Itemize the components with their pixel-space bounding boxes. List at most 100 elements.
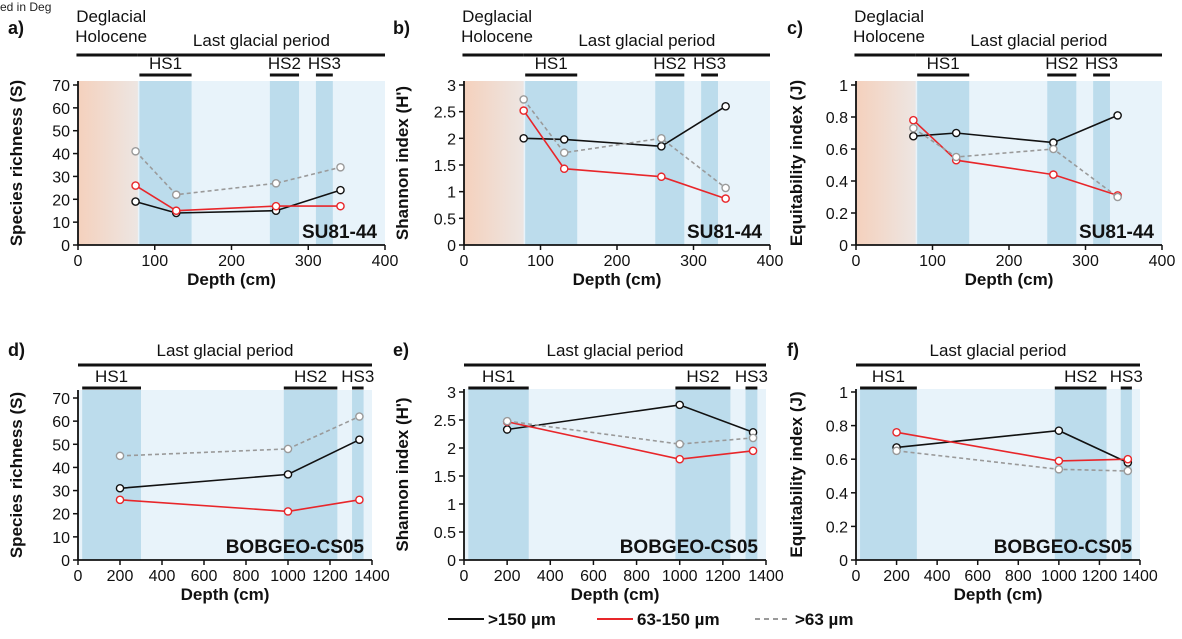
x-tick-label: 200 [604, 253, 631, 270]
x-axis-title: Depth (cm) [187, 270, 276, 289]
x-tick-label: 0 [74, 568, 83, 585]
data-point [909, 115, 918, 125]
hs-label-hs3: HS3 [1110, 367, 1143, 386]
hs-band-hs1 [860, 389, 917, 560]
hs-band-hs3 [352, 390, 364, 560]
x-tick-label: 400 [149, 568, 176, 585]
data-point [271, 178, 281, 188]
legend-label-1: 63-150 µm [637, 610, 720, 629]
legend-label-2: >63 µm [795, 610, 853, 629]
x-tick-label: 200 [218, 253, 245, 270]
data-point [1123, 466, 1133, 476]
y-tick-label: 2.5 [434, 105, 456, 122]
data-point [336, 185, 345, 195]
core-label: SU81-44 [302, 222, 377, 243]
y-tick-label: 3 [447, 78, 456, 95]
x-tick-label: 100 [527, 253, 554, 270]
data-point [721, 102, 730, 111]
hs-band-hs3 [315, 81, 333, 245]
data-point [675, 400, 685, 410]
holocene-band [856, 81, 916, 245]
hs-label-hs3: HS3 [308, 54, 341, 73]
hs-band-hs1 [139, 81, 192, 245]
x-tick-label: 400 [924, 568, 951, 585]
data-point [519, 134, 528, 143]
x-tick-label: 600 [964, 568, 991, 585]
y-tick-label: 2 [447, 441, 456, 458]
data-point [909, 131, 918, 141]
period-label-glacial: Last glacial period [578, 31, 715, 50]
data-point [721, 183, 730, 193]
panel-label: b) [393, 18, 410, 38]
y-tick-label: 1 [839, 78, 848, 95]
hs-band-hs3 [1093, 81, 1110, 245]
data-point [171, 190, 181, 200]
data-point [502, 425, 512, 434]
y-tick-label: 0.6 [826, 142, 848, 159]
y-axis-title: Equitability index (J) [787, 391, 806, 557]
series-line-2 [135, 150, 341, 196]
data-point [519, 106, 528, 115]
y-tick-label: 10 [52, 215, 70, 232]
hs-label-hs2: HS2 [653, 54, 686, 73]
panel-label: e) [393, 340, 409, 360]
data-point [1049, 144, 1058, 154]
y-tick-label: 10 [52, 530, 70, 547]
y-tick-label: 0.5 [434, 525, 456, 542]
hs-label-hs1: HS1 [927, 54, 960, 73]
x-tick-label: 800 [623, 568, 650, 585]
x-tick-label: 400 [1149, 253, 1176, 270]
x-tick-label: 0 [460, 568, 469, 585]
y-tick-label: 1 [447, 185, 456, 202]
hs-label-hs1: HS1 [872, 367, 905, 386]
x-tick-label: 300 [295, 253, 322, 270]
x-tick-label: 1200 [312, 568, 348, 585]
y-axis-title: Equitability index (J) [787, 80, 806, 246]
data-point [559, 148, 569, 158]
y-tick-label: 0.8 [826, 110, 848, 127]
hs-band-hs2 [1054, 389, 1107, 560]
data-point [115, 483, 125, 493]
data-point [131, 181, 140, 190]
y-tick-label: 0 [839, 553, 848, 570]
y-tick-label: 0.4 [826, 174, 848, 191]
y-tick-label: 1 [447, 497, 456, 514]
hs-label-hs1: HS1 [149, 54, 182, 73]
series-line-2 [506, 420, 754, 445]
y-tick-label: 2 [447, 131, 456, 148]
y-axis-title: Shannon index (H') [393, 397, 412, 551]
panel-label: a) [8, 18, 24, 38]
y-tick-label: 60 [52, 101, 70, 118]
x-axis-title: Depth (cm) [573, 270, 662, 289]
series-line-2 [523, 98, 727, 189]
data-point [336, 201, 345, 211]
data-point [1054, 426, 1064, 435]
period-label-deglacial: Deglacial [76, 7, 146, 26]
y-tick-label: 50 [52, 437, 70, 454]
core-label: SU81-44 [687, 222, 762, 243]
x-tick-label: 1000 [270, 568, 306, 585]
y-axis-title: Species richness (S) [7, 392, 26, 558]
y-tick-label: 0 [61, 553, 70, 570]
x-tick-label: 0 [74, 253, 83, 270]
x-tick-label: 400 [537, 568, 564, 585]
y-tick-label: 1 [839, 385, 848, 402]
y-tick-label: 0.2 [826, 519, 848, 536]
data-point [355, 435, 364, 444]
x-tick-label: 0 [852, 253, 861, 270]
x-axis-title: Depth (cm) [571, 585, 660, 604]
y-tick-label: 1.5 [434, 158, 456, 175]
series-line-1 [135, 184, 341, 212]
y-tick-label: 0 [447, 238, 456, 255]
data-point [909, 123, 918, 133]
x-tick-label: 1400 [748, 568, 784, 585]
y-tick-label: 0.4 [826, 486, 848, 503]
period-label-glacial: Last glacial period [156, 341, 293, 360]
data-point [1113, 192, 1122, 202]
series-line-0 [913, 114, 1118, 144]
panel-e: Last glacial period HS1 HS2 HS3 0 200 400 600 80… [393, 340, 784, 604]
series-line-1 [912, 119, 1118, 197]
